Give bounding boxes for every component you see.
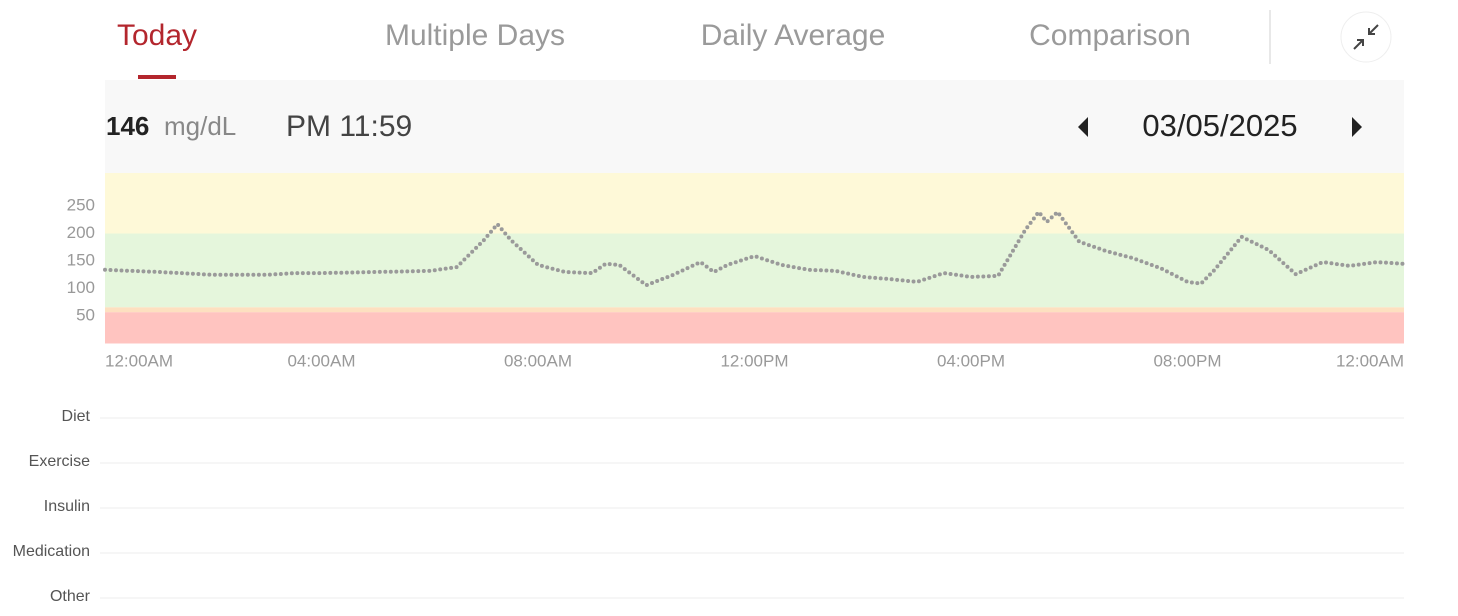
event-row-label: Other — [50, 588, 91, 605]
tab-indicator — [138, 75, 176, 79]
prev-day[interactable] — [1078, 117, 1088, 137]
range-band — [105, 173, 1404, 234]
range-band — [105, 233, 1404, 308]
reading-unit: mg/dL — [164, 111, 236, 141]
range-band — [105, 312, 1404, 344]
range-band — [105, 307, 1404, 313]
event-row-label: Diet — [62, 408, 91, 425]
collapse-icon — [1353, 24, 1379, 50]
event-row-label: Medication — [13, 543, 90, 560]
x-tick-label: 08:00AM — [504, 351, 572, 370]
y-tick-label: 200 — [67, 223, 95, 242]
x-tick-label: 08:00PM — [1153, 351, 1221, 370]
x-tick-label: 12:00PM — [720, 351, 788, 370]
x-tick-label: 12:00AM — [1336, 351, 1404, 370]
collapse-circle — [1340, 11, 1392, 63]
date: 03/05/2025 — [1142, 108, 1297, 143]
collapse-button[interactable] — [1340, 11, 1392, 63]
x-tick-label: 04:00AM — [287, 351, 355, 370]
tab[interactable]: Today — [117, 19, 197, 52]
tab[interactable]: Daily Average — [701, 19, 886, 52]
tab[interactable]: Comparison — [1029, 19, 1191, 52]
tab[interactable]: Multiple Days — [385, 19, 565, 52]
x-tick-label: 12:00AM — [105, 351, 173, 370]
y-tick-label: 250 — [67, 195, 95, 214]
glucose-line — [103, 210, 1406, 288]
y-tick-label: 150 — [67, 250, 95, 269]
y-tick-label: 50 — [76, 305, 95, 324]
y-tick-label: 100 — [67, 278, 95, 297]
next-day[interactable] — [1352, 117, 1362, 137]
reading-value: 146 — [106, 111, 149, 141]
header-panel — [105, 80, 1404, 173]
event-row-label: Exercise — [29, 453, 90, 470]
event-row-label: Insulin — [44, 498, 90, 515]
reading-time: PM 11:59 — [286, 110, 412, 143]
x-tick-label: 04:00PM — [937, 351, 1005, 370]
